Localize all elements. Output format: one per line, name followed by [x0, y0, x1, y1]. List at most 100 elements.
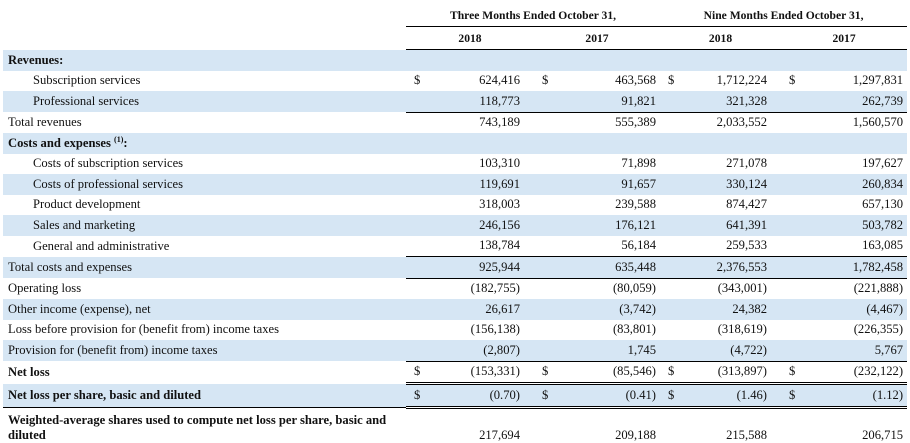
- table-cell-value: [424, 49, 534, 71]
- currency-symbol: [406, 299, 424, 320]
- currency-symbol: [660, 215, 679, 236]
- table-row: Total costs and expenses 925,944 635,448 2,…: [3, 256, 908, 278]
- currency-symbol: [406, 133, 424, 154]
- table-row: Sales and marketing 246,156 176,121 641,391…: [3, 215, 908, 236]
- currency-symbol: [660, 154, 678, 175]
- table-cell-value: (4,467): [799, 299, 908, 320]
- three-months-header: Three Months Ended October 31,: [449, 8, 617, 22]
- table-cell-value: 2,033,552: [678, 111, 782, 133]
- currency-symbol: $: [406, 360, 424, 385]
- table-cell-value: 503,782: [799, 215, 908, 236]
- currency-symbol: [406, 154, 424, 175]
- row-label: Professional services: [3, 91, 406, 112]
- table-cell-value: 260,834: [799, 174, 908, 195]
- currency-symbol: $: [781, 360, 800, 385]
- row-label: Sales and marketing: [3, 215, 406, 236]
- currency-symbol: $: [534, 383, 552, 409]
- table-cell-value: (182,755): [424, 277, 534, 299]
- currency-symbol: [406, 256, 424, 278]
- nine-months-header: Nine Months Ended October 31,: [703, 8, 864, 22]
- currency-symbol: [781, 407, 799, 443]
- currency-symbol: [781, 49, 800, 71]
- table-cell-value: [552, 49, 661, 71]
- currency-symbol: [660, 195, 678, 216]
- table-cell-value: (1.12): [799, 383, 908, 409]
- currency-symbol: [660, 277, 679, 299]
- table-cell-value: 26,617: [424, 299, 534, 320]
- currency-symbol: [534, 277, 552, 299]
- currency-symbol: [781, 111, 800, 133]
- currency-symbol: [660, 133, 679, 154]
- currency-symbol: [781, 277, 800, 299]
- table-row: Other income (expense), net 26,617 (3,742)…: [3, 299, 908, 320]
- currency-symbol: [534, 133, 552, 154]
- currency-symbol: [406, 111, 424, 133]
- currency-symbol: [406, 174, 424, 195]
- table-cell-value: 925,944: [424, 256, 534, 278]
- row-label: Operating loss: [8, 281, 82, 295]
- row-label: Total costs and expenses: [3, 256, 406, 278]
- table-cell-value: (221,888): [799, 277, 908, 299]
- currency-symbol: [534, 49, 552, 71]
- currency-symbol: [660, 91, 679, 112]
- footnote-marker: (1): [114, 135, 124, 145]
- currency-symbol: [781, 174, 800, 195]
- currency-symbol: [534, 236, 552, 257]
- table-cell-value: 215,588: [726, 427, 768, 442]
- table-cell-value: 262,739: [799, 91, 908, 112]
- table-cell-value: 71,898: [621, 156, 657, 171]
- currency-symbol: [660, 340, 679, 361]
- year-header: 2018: [660, 26, 782, 50]
- table-row: Costs and expenses (1):: [3, 133, 908, 154]
- table-cell-value: 163,085: [862, 238, 904, 253]
- table-cell-value: 91,657: [552, 174, 661, 195]
- currency-symbol: [660, 320, 678, 341]
- currency-symbol: [534, 111, 552, 133]
- currency-symbol: [781, 215, 800, 236]
- currency-symbol: [534, 195, 552, 216]
- table-cell-value: 5,767: [799, 340, 908, 361]
- currency-symbol: [406, 277, 424, 299]
- currency-symbol: $: [781, 383, 800, 409]
- table-cell-value: (318,619): [717, 322, 768, 337]
- currency-symbol: [406, 49, 424, 71]
- table-body: Revenues: Subscription services $624,416 $4…: [3, 49, 908, 443]
- year-header: 2018: [406, 26, 534, 50]
- table-cell-value: 103,310: [479, 156, 520, 171]
- row-label: Other income (expense), net: [3, 299, 406, 320]
- table-cell-value: 197,627: [862, 156, 904, 171]
- table-cell-value: 138,784: [479, 238, 520, 253]
- row-label: Revenues:: [3, 49, 406, 71]
- table-cell-value: 206,715: [862, 427, 904, 442]
- table-cell-value: 271,078: [726, 156, 768, 171]
- currency-symbol: [534, 174, 552, 195]
- row-label: Provision for (benefit from) income taxe…: [3, 340, 406, 361]
- table-cell-value: (0.41): [552, 383, 661, 409]
- table-cell-value: 1,745: [552, 340, 661, 361]
- table-cell-value: [799, 133, 908, 154]
- table-cell-value: 217,694: [479, 427, 520, 442]
- table-cell-value: 463,568: [615, 73, 657, 88]
- currency-symbol: [534, 407, 552, 443]
- table-cell-value: (85,546): [552, 360, 661, 385]
- currency-symbol: $: [660, 360, 679, 385]
- currency-symbol: $: [542, 73, 549, 88]
- currency-symbol: [781, 133, 800, 154]
- table-cell-value: 657,130: [862, 197, 904, 212]
- currency-symbol: [660, 256, 679, 278]
- table-cell-value: 1,712,224: [716, 73, 768, 88]
- currency-symbol: [660, 236, 678, 257]
- table-cell-value: 1,782,458: [799, 256, 908, 278]
- table-cell-value: (343,001): [678, 277, 782, 299]
- currency-symbol: [534, 154, 552, 175]
- table-row: Costs of professional services 119,691 91,…: [3, 174, 908, 195]
- currency-symbol: [781, 236, 799, 257]
- table-cell-value: 321,328: [678, 91, 782, 112]
- table-cell-value: 246,156: [424, 215, 534, 236]
- table-cell-value: 1,297,831: [852, 73, 904, 88]
- table-row: Professional services 118,773 91,821 321,32…: [3, 91, 908, 112]
- table-row: Costs of subscription services 103,310 71,…: [3, 154, 907, 175]
- currency-symbol: $: [660, 383, 679, 409]
- currency-symbol: [534, 340, 552, 361]
- table-cell-value: 635,448: [552, 256, 661, 278]
